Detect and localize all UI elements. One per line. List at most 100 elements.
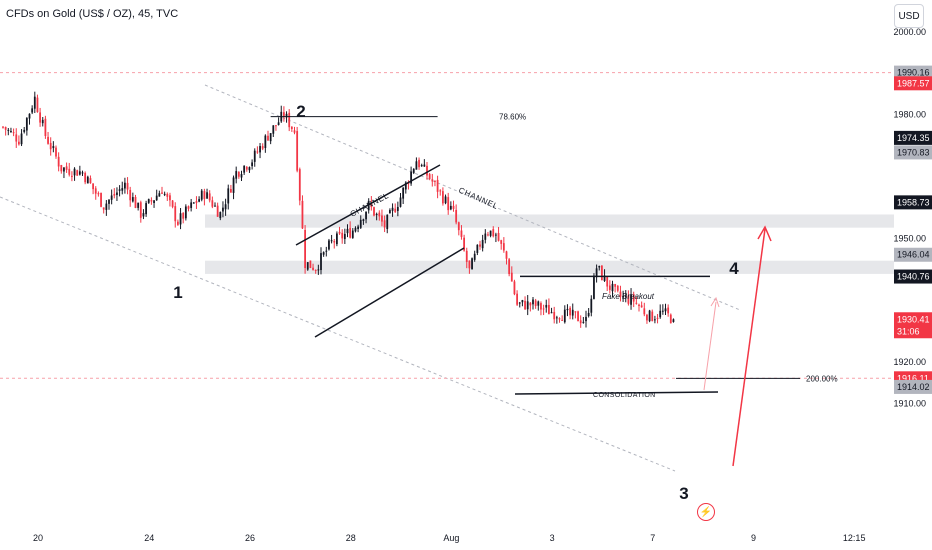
candle-body — [264, 135, 267, 149]
currency-button[interactable]: USD — [894, 4, 924, 28]
candle-body — [290, 126, 293, 129]
candle-body — [624, 295, 627, 298]
wave-label-2: 2 — [296, 102, 305, 121]
candle-body — [622, 295, 624, 298]
candle-body — [672, 319, 675, 322]
candle-body — [153, 200, 155, 204]
projection-long-arrow — [732, 228, 766, 467]
candle-body — [516, 293, 518, 305]
candle-body — [60, 164, 63, 172]
candle-body — [616, 285, 619, 291]
candle-body — [651, 311, 654, 322]
candle-body — [338, 231, 341, 234]
y-tick-label: 1910.00 — [893, 399, 926, 409]
x-tick-label: 3 — [550, 533, 555, 543]
candle-body — [359, 219, 362, 228]
candle-body — [330, 240, 333, 242]
candle-body — [431, 179, 434, 182]
candle-body — [105, 203, 108, 210]
candle-body — [365, 211, 367, 220]
x-tick-label: 26 — [245, 533, 255, 543]
candle-body — [243, 165, 246, 173]
candle-body — [410, 171, 412, 184]
candle-body — [131, 197, 134, 202]
price-label-box — [894, 379, 932, 394]
candle-body — [216, 205, 219, 217]
candle-body — [150, 199, 153, 202]
candle-body — [126, 182, 129, 190]
candle-body — [351, 230, 354, 238]
candle-body — [375, 213, 378, 216]
candle-body — [362, 219, 365, 221]
price-label: 1958.73 — [897, 197, 930, 207]
candle-body — [550, 312, 553, 314]
channel-upper-line — [295, 164, 441, 246]
candle-body — [574, 311, 577, 313]
candle-body — [524, 300, 526, 310]
candle-body — [481, 239, 484, 249]
x-tick-label: 28 — [346, 533, 356, 543]
candle-body — [646, 314, 648, 321]
price-label: 1916.11 — [897, 373, 929, 383]
candle-body — [489, 230, 492, 236]
price-label-box — [894, 145, 932, 160]
price-label-box — [894, 312, 932, 339]
candle-body — [192, 202, 195, 204]
candle-body — [235, 171, 238, 179]
candle-body — [89, 178, 92, 184]
candle-body — [309, 260, 312, 268]
price-label: 1914.02 — [897, 382, 930, 392]
candle-body — [219, 212, 222, 219]
candle-body — [158, 193, 161, 197]
candle-body — [68, 168, 71, 175]
candle-body — [155, 195, 158, 201]
candle-body — [426, 165, 428, 176]
candle-body — [627, 295, 630, 304]
candle-body — [44, 118, 47, 137]
candle-body — [412, 168, 415, 173]
fib-200-label: 200.00% — [806, 374, 838, 383]
candle-body — [468, 260, 471, 269]
candle-body — [532, 299, 534, 305]
candle-body — [587, 312, 590, 317]
candle-body — [449, 205, 452, 210]
candle-body — [558, 318, 561, 320]
candle-body — [548, 304, 550, 315]
candle-body — [404, 182, 407, 190]
symbol-title: CFDs on Gold (US$ / OZ), 45, TVC — [6, 8, 179, 20]
candle-body — [94, 188, 97, 194]
candle-body — [232, 177, 235, 193]
candle-body — [510, 272, 513, 282]
candle-body — [198, 199, 200, 202]
candle-body — [428, 174, 431, 179]
candle-body — [434, 180, 436, 182]
candle-body — [341, 232, 344, 239]
candle-body — [293, 130, 296, 133]
candle-body — [174, 206, 177, 222]
candle-body — [460, 230, 463, 237]
price-label: 1974.35 — [897, 133, 930, 143]
candle-body — [31, 108, 34, 113]
candle-body — [272, 125, 275, 134]
candle-body — [593, 275, 595, 299]
candle-body — [100, 192, 102, 207]
candle-body — [632, 294, 635, 302]
candle-body — [171, 200, 174, 207]
projection-short-arrowhead — [710, 296, 720, 308]
candle-body — [245, 166, 248, 170]
candle-body — [275, 125, 277, 127]
candle-body — [73, 168, 76, 176]
candle-body — [444, 196, 447, 204]
candle-body — [137, 202, 140, 208]
candle-body — [259, 146, 261, 153]
lightning-icon[interactable]: ⚡ — [697, 503, 715, 521]
candle-body — [55, 147, 57, 157]
candle-body — [502, 243, 505, 251]
candle-body — [28, 113, 31, 119]
price-label: 1987.57 — [897, 78, 930, 88]
candle-body — [635, 302, 638, 304]
candle-body — [545, 304, 548, 308]
candle-body — [317, 269, 320, 271]
candle-body — [386, 214, 389, 230]
